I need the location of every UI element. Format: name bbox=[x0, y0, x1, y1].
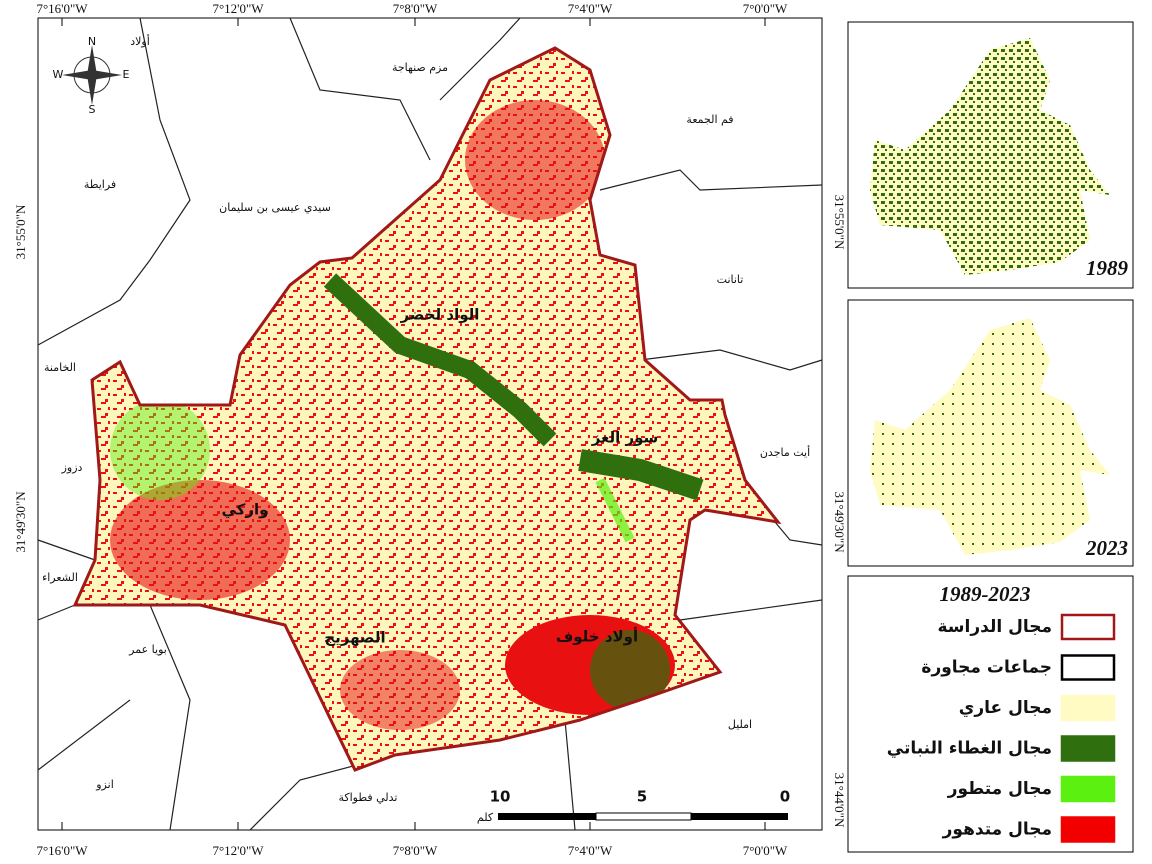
place-name: بويا عمر bbox=[128, 643, 167, 656]
inset-label: 2023 bbox=[1085, 536, 1128, 560]
legend-label: مجال متطور bbox=[947, 779, 1052, 799]
place-name: الخامنة bbox=[44, 361, 76, 374]
study-place: الصهريج bbox=[324, 629, 385, 647]
legend-swatch bbox=[1060, 775, 1116, 803]
compass-e: E bbox=[123, 68, 130, 81]
compass-n: N bbox=[88, 35, 96, 48]
study-place: واركي bbox=[222, 501, 269, 519]
legend-label: مجال الغطاء النباتي bbox=[887, 739, 1052, 759]
legend-label: مجال متدهور bbox=[942, 820, 1052, 840]
inset-2023: 2023 bbox=[847, 299, 1134, 567]
place-name: أولاد bbox=[130, 34, 150, 48]
legend-swatch bbox=[1060, 654, 1116, 681]
grid-label: 7°0'0"W bbox=[743, 843, 788, 858]
scale-unit: كلم bbox=[477, 811, 494, 824]
grid-label: 31°44'0"N bbox=[832, 773, 847, 828]
legend-label: مجال عاري bbox=[959, 698, 1052, 718]
legend-swatch bbox=[1060, 694, 1116, 722]
legend-label: مجال الدراسة bbox=[937, 617, 1052, 637]
place-name: أيت ماجدن bbox=[760, 445, 810, 459]
place-name: انزو bbox=[95, 778, 114, 791]
legend-label: جماعات مجاورة bbox=[921, 658, 1052, 678]
scale-label: 10 bbox=[490, 788, 511, 806]
compass-w: W bbox=[53, 68, 64, 81]
grid-label: 7°4'0"W bbox=[568, 843, 613, 858]
legend-title: 1989-2023 bbox=[940, 582, 1031, 606]
place-name: سيدي عيسى بن سليمان bbox=[219, 201, 331, 214]
grid-label: 31°49'30"N bbox=[832, 491, 847, 553]
inset-1989: 1989 bbox=[847, 21, 1134, 289]
grid-label: 31°55'0"N bbox=[13, 204, 28, 259]
legend-swatch bbox=[1060, 816, 1116, 843]
study-place: أولاد خلوف bbox=[556, 627, 638, 646]
study-place: سور العز bbox=[591, 429, 659, 447]
grid-label: 7°0'0"W bbox=[743, 1, 788, 16]
place-name: مزم صنهاجة bbox=[392, 61, 448, 74]
legend-swatch bbox=[1060, 735, 1116, 762]
place-name: تدلي فطواكة bbox=[338, 791, 397, 804]
scale-label: 0 bbox=[780, 788, 790, 806]
study-area-boundary bbox=[72, 46, 782, 772]
place-name: تانانت bbox=[717, 273, 744, 286]
place-name: امليل bbox=[728, 718, 752, 731]
grid-label: 7°12'0"W bbox=[212, 1, 264, 16]
place-name: فرايطة bbox=[84, 178, 116, 191]
compass-s: S bbox=[89, 103, 96, 116]
place-name: دزوز bbox=[61, 461, 83, 474]
inset-label: 1989 bbox=[1086, 256, 1129, 280]
grid-label: 7°16'0"W bbox=[36, 1, 88, 16]
grid-label: 7°8'0"W bbox=[393, 843, 438, 858]
legend-swatch bbox=[1060, 613, 1116, 641]
place-name: فم الجمعة bbox=[686, 113, 733, 126]
main-map: N S E W 10 5 0 كلم 7°16'0"W 7°16'0"W 7°12'… bbox=[13, 1, 847, 858]
grid-label: 7°8'0"W bbox=[393, 1, 438, 16]
scale-bar: 10 5 0 كلم bbox=[477, 788, 790, 825]
legend: 1989-2023 مجال الدراسة جماعات مجاورة مجال … bbox=[847, 575, 1134, 853]
grid-label: 7°16'0"W bbox=[36, 843, 88, 858]
grid-label: 31°55'0"N bbox=[832, 195, 847, 250]
scale-label: 5 bbox=[637, 788, 647, 806]
grid-label: 7°4'0"W bbox=[568, 1, 613, 16]
compass-rose: N S E W bbox=[53, 35, 130, 116]
grid-label: 7°12'0"W bbox=[212, 843, 264, 858]
place-name: الشعراء bbox=[42, 571, 78, 584]
grid-label: 31°49'30"N bbox=[13, 491, 28, 553]
study-place: الواد لخضر bbox=[400, 306, 480, 324]
neighbor-boundaries bbox=[37, 17, 823, 831]
